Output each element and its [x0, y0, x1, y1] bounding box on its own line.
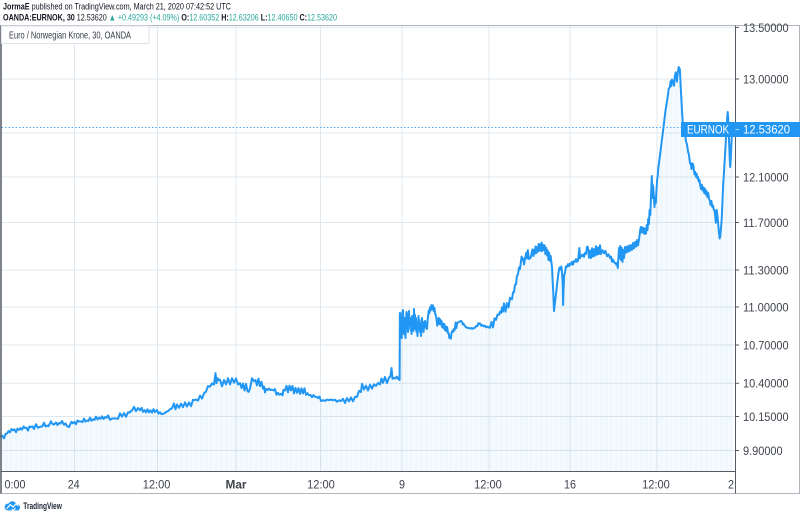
svg-text:JormaE published on TradingVie: JormaE published on TradingView.com, Mar…: [3, 2, 231, 12]
svg-text:Euro / Norwegian Krone, 30, OA: Euro / Norwegian Krone, 30, OANDA: [9, 31, 131, 42]
svg-text:10.70000: 10.70000: [743, 338, 789, 352]
svg-text:10.40000: 10.40000: [743, 377, 789, 391]
svg-text:12:00: 12:00: [307, 478, 335, 492]
svg-text:10.15000: 10.15000: [743, 410, 789, 424]
svg-text:12:00: 12:00: [474, 478, 502, 492]
svg-text:9: 9: [399, 478, 405, 492]
svg-text:2: 2: [728, 478, 734, 492]
svg-text:24: 24: [68, 478, 80, 492]
svg-text:0:00: 0:00: [5, 478, 26, 492]
svg-text:EURNOK: EURNOK: [687, 124, 729, 136]
svg-text:11.00000: 11.00000: [743, 300, 789, 314]
svg-text:TradingView: TradingView: [23, 501, 62, 512]
svg-text:13.00000: 13.00000: [743, 72, 789, 86]
svg-text:12.53620: 12.53620: [743, 124, 790, 136]
svg-text:11.70000: 11.70000: [743, 216, 789, 230]
svg-text:OANDA:EURNOK, 30 12.53620 ▲ +: OANDA:EURNOK, 30 12.53620 ▲ +0.49293 (+4…: [3, 12, 337, 23]
svg-text:12:00: 12:00: [642, 478, 670, 492]
svg-text:11.30000: 11.30000: [743, 263, 789, 277]
svg-text:Mar: Mar: [226, 478, 247, 492]
svg-text:12:00: 12:00: [143, 478, 171, 492]
svg-text:9.90000: 9.90000: [743, 444, 783, 458]
svg-text:13.50000: 13.50000: [743, 21, 789, 35]
svg-text:16: 16: [564, 478, 576, 492]
svg-text:12.10000: 12.10000: [743, 170, 789, 184]
